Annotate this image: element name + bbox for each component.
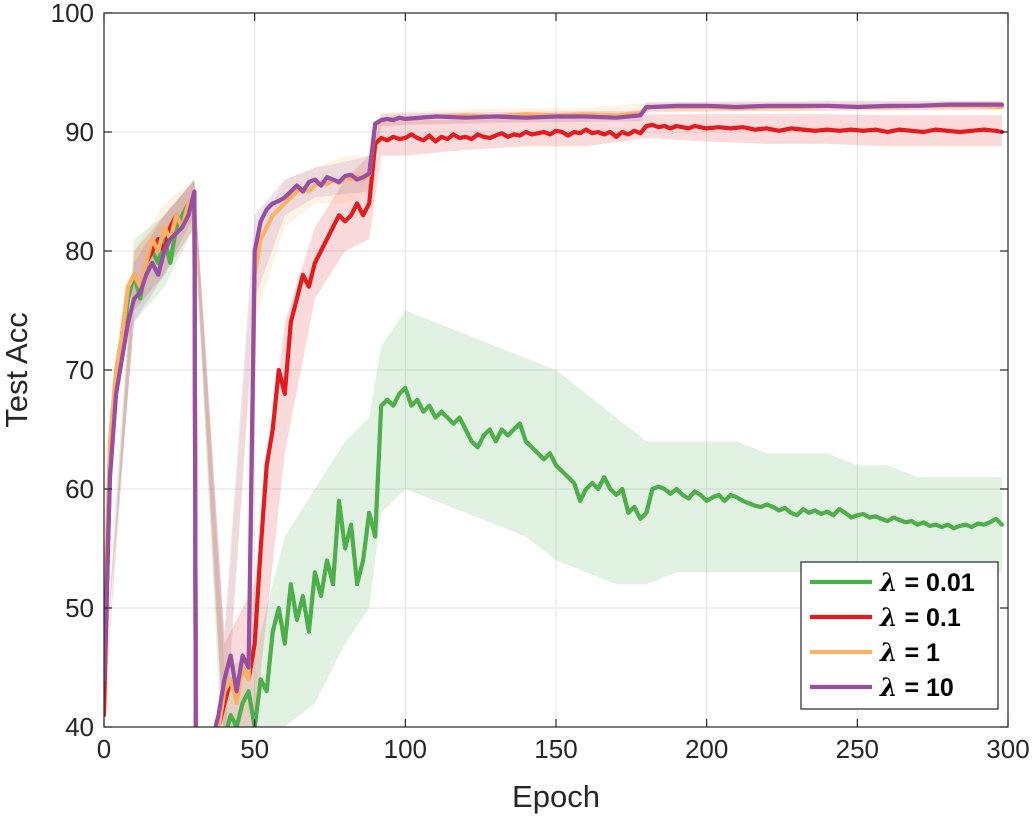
series-0-band (104, 179, 1002, 727)
legend-label-symbol: λ (879, 603, 898, 632)
legend-item: λ = 1 (810, 638, 940, 667)
legend-label: λ = 0.01 (879, 568, 975, 597)
y-tick-label: 80 (65, 236, 94, 266)
series-0-line (104, 195, 1005, 727)
legend-label: λ = 10 (879, 673, 954, 702)
legend-item: λ = 0.1 (810, 603, 961, 632)
x-tick-label: 300 (986, 734, 1029, 764)
series-1-band (104, 114, 1002, 727)
series-lines (104, 102, 1005, 727)
legend-label-value: = 0.1 (898, 604, 961, 632)
x-tick-label: 50 (240, 734, 269, 764)
x-tick-label: 150 (534, 734, 577, 764)
legend-label-value: = 10 (898, 674, 954, 702)
y-tick-label: 70 (65, 355, 94, 385)
axis-ticks: 0 50 100 150 200 250 300 40 50 60 70 80 90 100 (51, 0, 1030, 764)
y-tick-label: 60 (65, 474, 94, 504)
x-tick-label: 100 (384, 734, 427, 764)
legend-box (800, 561, 999, 710)
y-axis-label: Test Acc (0, 312, 34, 427)
legend-label-symbol: λ (879, 673, 898, 702)
x-tick-label: 250 (836, 734, 879, 764)
legend-label: λ = 0.1 (879, 603, 961, 632)
y-tick-label: 50 (65, 593, 94, 623)
legend-label-value: = 0.01 (898, 569, 975, 597)
y-tick-label: 100 (51, 0, 94, 28)
y-tick-label: 40 (65, 712, 94, 742)
legend-item: λ = 0.01 (810, 568, 975, 597)
x-tick-label: 200 (685, 734, 728, 764)
legend-label-symbol: λ (879, 568, 898, 597)
legend-label-value: = 1 (898, 639, 940, 667)
legend-label: λ = 1 (879, 638, 940, 667)
legend-item: λ = 10 (810, 673, 954, 702)
x-axis-label: Epoch (512, 779, 600, 814)
x-tick-label: 0 (97, 734, 111, 764)
y-tick-label: 90 (65, 117, 94, 147)
confidence-bands (104, 101, 1002, 727)
series-3-line (104, 102, 1005, 727)
legend-label-symbol: λ (879, 638, 898, 667)
legend: λ = 0.01λ = 0.1λ = 1λ = 10 (800, 561, 999, 710)
